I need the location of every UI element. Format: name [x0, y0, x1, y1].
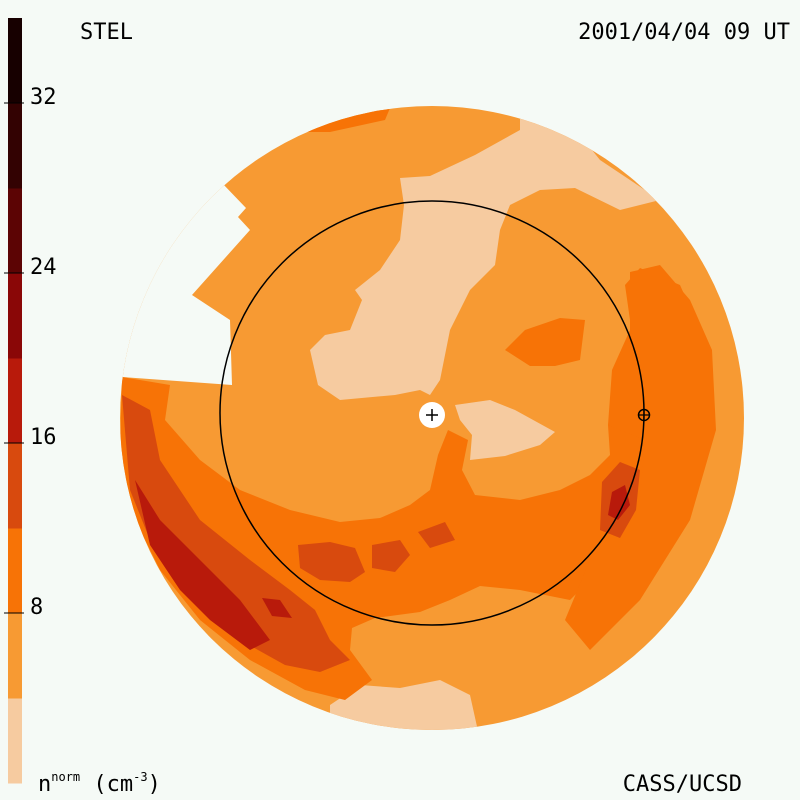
contour-patch-northeast: [505, 318, 585, 366]
colorbar-level-6: [8, 188, 22, 274]
contour-dark-lobe-3: [418, 522, 455, 548]
colorbar-level-5: [8, 273, 22, 359]
colorbar-tick-label: 16: [30, 425, 57, 450]
units-exponent: -3: [133, 770, 148, 784]
colorbar-units-label: nnorm (cm-3): [38, 770, 161, 797]
colorbar-level-7: [8, 103, 22, 189]
units-close: ): [147, 772, 161, 797]
station-label: STEL: [80, 20, 133, 45]
colorbar-level-4: [8, 358, 22, 444]
contour-dark-lobe-1: [298, 542, 365, 582]
colorbar-level-0: [8, 698, 22, 784]
earth-marker: [637, 408, 651, 422]
colorbar-level-8: [8, 18, 22, 104]
contour-darkest-southwest: [135, 480, 270, 650]
credit-label: CASS/UCSD: [622, 772, 742, 797]
density-disk: [120, 106, 744, 730]
colorbar-level-1: [8, 613, 22, 699]
colorbar-tick-label: 24: [30, 255, 57, 280]
units-superscript: norm: [51, 770, 81, 784]
contour-darkest-spot: [262, 598, 292, 618]
contour-light-east: [455, 400, 555, 460]
sun-center-marker: [419, 402, 445, 428]
contour-dark-southwest: [122, 395, 350, 672]
colorbar-tick-label: 32: [30, 85, 57, 110]
contour-dark-lobe-2: [372, 540, 410, 572]
colorbar-level-3: [8, 443, 22, 529]
contour-light-top: [310, 106, 660, 400]
contour-top-rim: [300, 108, 390, 132]
units-open: (cm: [80, 772, 134, 797]
colorbar: 8 16 24 32: [4, 18, 57, 784]
units-base: n: [38, 772, 52, 797]
colorbar-tick-label: 8: [30, 595, 43, 620]
contour-band-east: [565, 265, 716, 650]
contour-darkest-east: [608, 485, 630, 520]
datetime-label: 2001/04/04 09 UT: [578, 20, 790, 45]
colorbar-level-2: [8, 528, 22, 614]
